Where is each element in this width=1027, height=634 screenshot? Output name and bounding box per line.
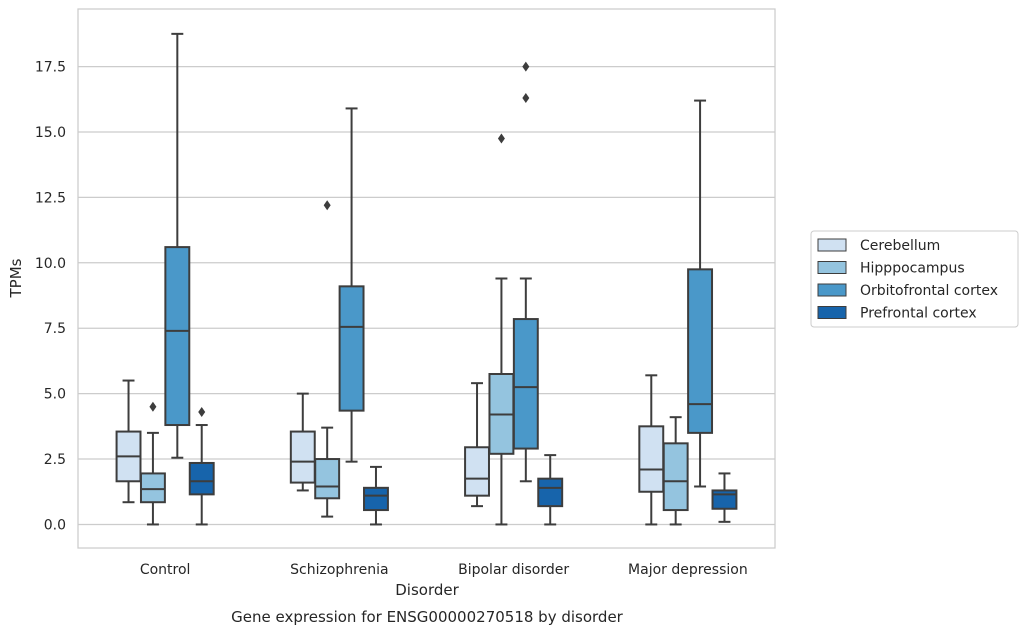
box-iqr <box>537 477 564 508</box>
y-axis-title: TPMs <box>7 258 25 298</box>
x-tick-label: Bipolar disorder <box>458 562 569 578</box>
y-axis-ticks: 0.0 2.5 5.0 7.5 10.0 12.5 15.0 17.5 <box>35 60 66 534</box>
box-plot-item <box>687 99 714 488</box>
box-plot-item <box>139 401 166 526</box>
box-plot-item <box>314 200 341 518</box>
legend-swatch <box>817 306 847 319</box>
y-tick-label: 2.5 <box>44 452 66 468</box>
y-tick-label: 17.5 <box>35 60 66 76</box>
box-plot-item <box>289 392 316 492</box>
box-plot-item <box>338 107 365 463</box>
box-plot-item <box>662 416 689 526</box>
x-tick-label: Schizophrenia <box>290 562 388 578</box>
plot-area-frame <box>77 8 776 549</box>
legend-swatch <box>817 238 847 252</box>
y-tick-label: 7.5 <box>44 321 66 337</box>
box-iqr <box>164 246 191 427</box>
box-plot-item <box>464 382 490 508</box>
y-tick-label: 5.0 <box>44 387 66 403</box>
legend-label: Orbitofrontal cortex <box>860 283 998 299</box>
box-plot-item <box>363 465 389 526</box>
outlier-marker <box>497 133 505 144</box>
legend-label: Cerebellum <box>860 238 940 254</box>
x-tick-label: Major depression <box>628 562 748 578</box>
box-iqr <box>188 461 215 496</box>
box-iqr <box>289 430 316 484</box>
box-iqr <box>464 446 490 497</box>
legend-swatch <box>817 261 847 274</box>
y-tick-label: 15.0 <box>35 125 66 141</box>
box-iqr <box>662 442 689 512</box>
outlier-marker <box>323 200 331 211</box>
box-plot-item <box>638 374 665 526</box>
box-plot-item <box>512 61 539 483</box>
legend-items: Cerebellum Hipppocampus Orbitofrontal cort… <box>817 238 998 322</box>
box-plot-item <box>164 32 191 459</box>
legend-swatch <box>817 283 847 297</box>
outlier-marker <box>149 401 157 412</box>
legend-label: Hipppocampus <box>860 261 965 277</box>
box-plot-item <box>537 454 564 526</box>
legend: Cerebellum Hipppocampus Orbitofrontal cort… <box>810 230 1019 328</box>
boxes <box>115 32 738 526</box>
box-plot-item <box>711 472 738 523</box>
box-iqr <box>139 472 166 504</box>
x-tick-label: Control <box>140 562 191 578</box>
x-axis-ticks: Control Schizophrenia Bipolar disorder Majo… <box>140 562 748 578</box>
outlier-marker <box>198 406 206 417</box>
y-tick-label: 12.5 <box>35 190 66 206</box>
y-tick-label: 10.0 <box>35 256 66 272</box>
box-plot-item <box>488 133 515 526</box>
outlier-marker <box>522 92 530 103</box>
box-plot-item <box>188 406 215 526</box>
box-iqr <box>687 268 714 434</box>
box-iqr <box>338 285 365 412</box>
legend-label: Prefrontal cortex <box>860 306 977 322</box>
box-iqr <box>363 486 389 512</box>
box-iqr <box>314 458 341 500</box>
gridlines <box>78 65 775 526</box>
x-axis-title: Disorder <box>395 581 459 599</box>
box-iqr <box>512 318 539 450</box>
box-iqr <box>711 489 738 510</box>
y-tick-label: 0.0 <box>44 517 66 533</box>
outlier-marker <box>522 61 530 72</box>
box-iqr <box>638 425 665 493</box>
legend-frame <box>810 230 1019 328</box>
chart-caption: Gene expression for ENSG00000270518 by d… <box>231 608 624 626</box>
box-plot-item <box>115 379 142 504</box>
